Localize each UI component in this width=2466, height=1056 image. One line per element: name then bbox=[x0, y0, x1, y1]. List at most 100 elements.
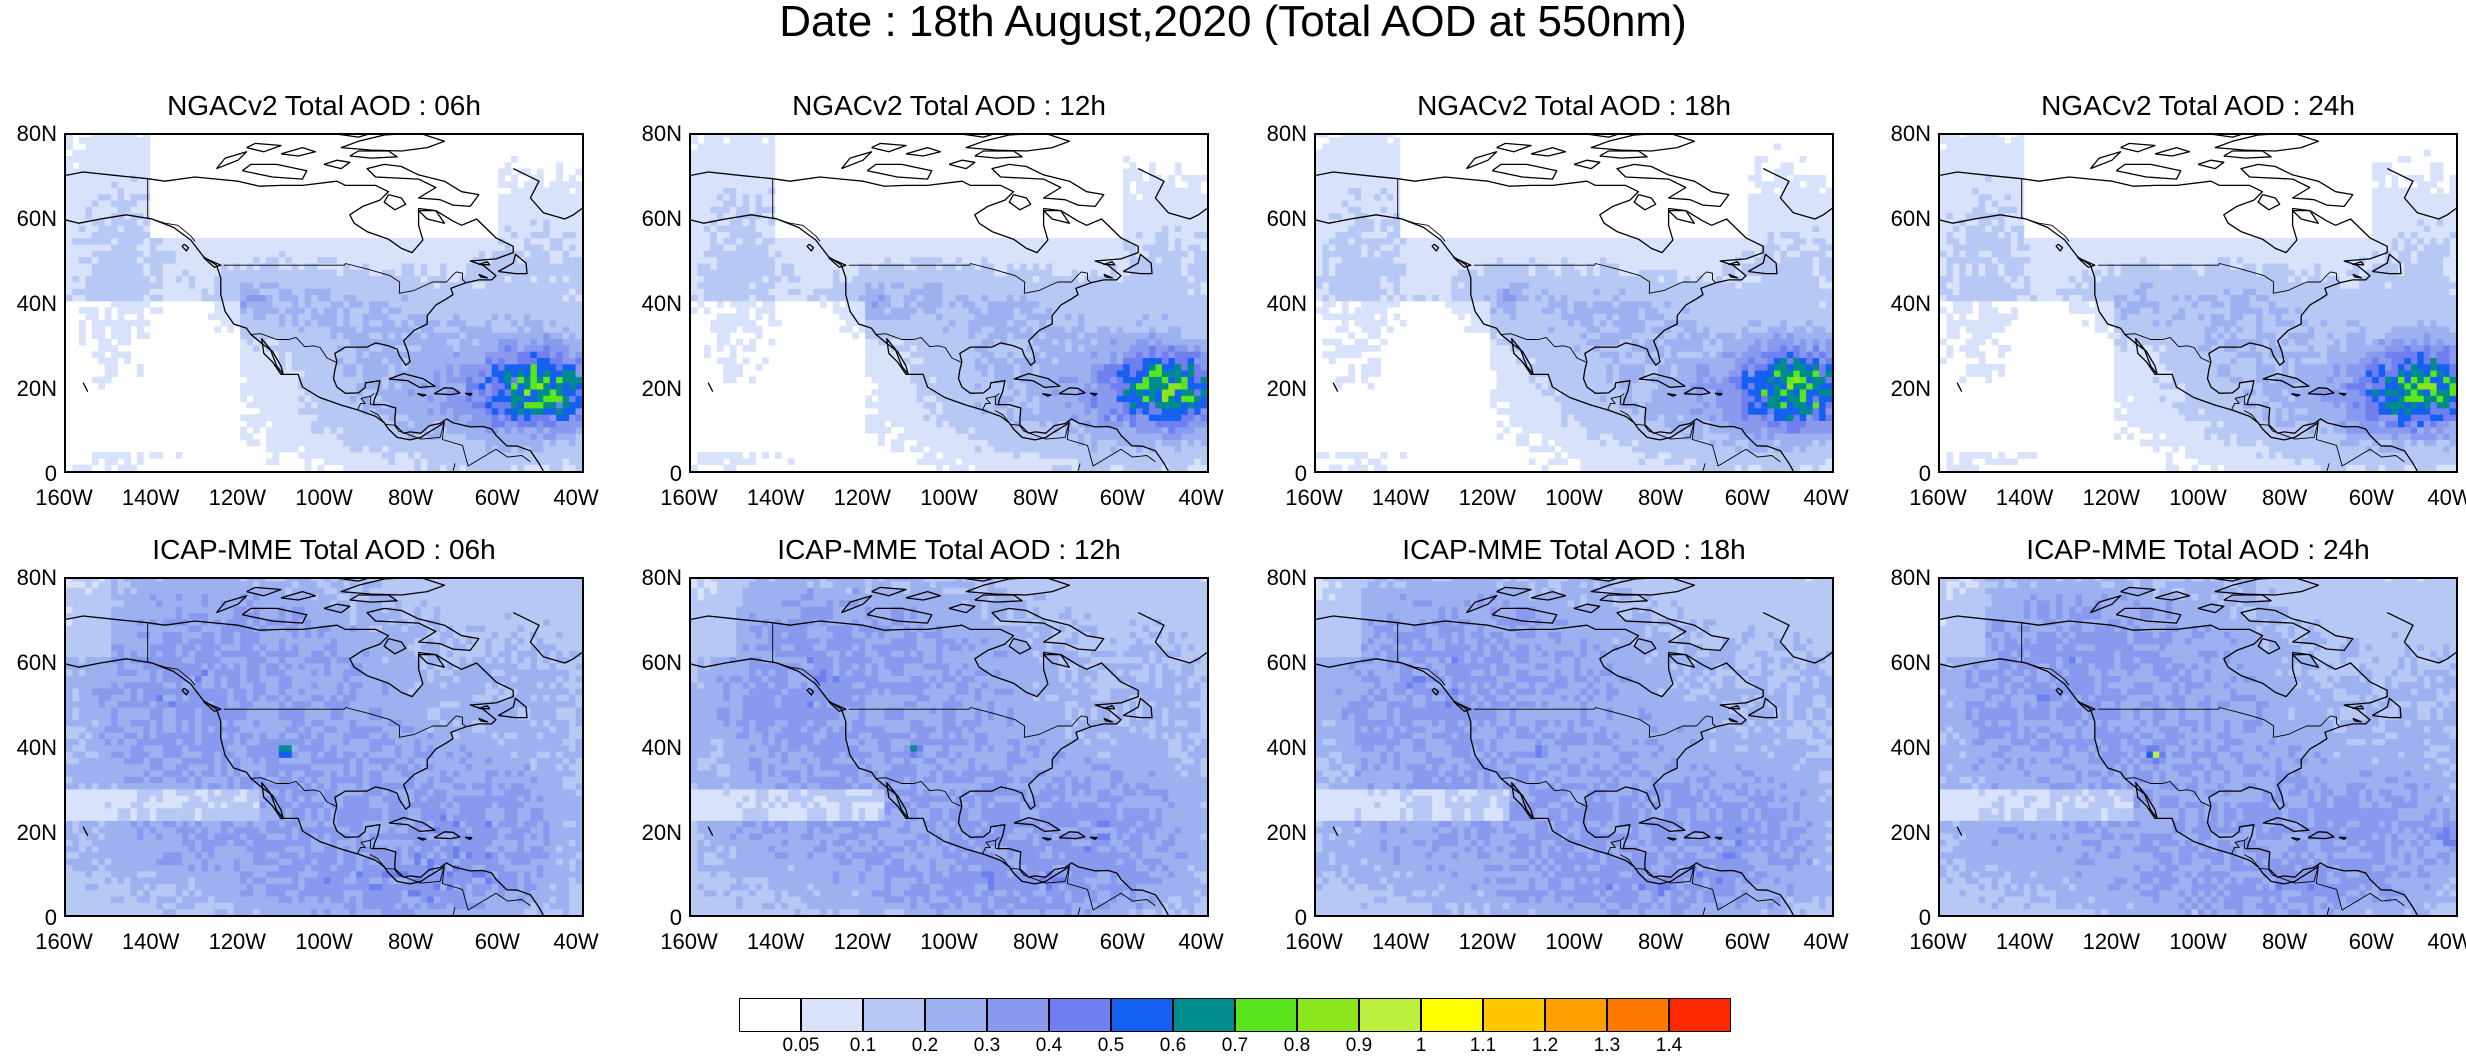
y-tick-label: 80N bbox=[1875, 567, 1931, 589]
x-tick-label: 100W bbox=[2158, 931, 2238, 953]
y-tick-label: 0 bbox=[1251, 463, 1307, 485]
y-tick-label: 40N bbox=[626, 293, 682, 315]
x-tick-label: 140W bbox=[1361, 487, 1441, 509]
colorbar-label: 0.7 bbox=[1205, 1036, 1265, 1055]
x-tick-label: 60W bbox=[1082, 487, 1162, 509]
y-tick-label: 40N bbox=[1, 737, 57, 759]
aod-grid-cells bbox=[1940, 579, 2456, 915]
x-tick-label: 80W bbox=[371, 931, 451, 953]
x-tick-label: 120W bbox=[2071, 487, 2151, 509]
x-tick-label: 60W bbox=[457, 931, 537, 953]
colorbar-swatch bbox=[863, 998, 925, 1032]
y-tick-label: 80N bbox=[626, 567, 682, 589]
colorbar-swatch bbox=[1235, 998, 1297, 1032]
aod-field bbox=[691, 579, 1207, 915]
x-tick-label: 140W bbox=[111, 487, 191, 509]
x-tick-label: 40W bbox=[2410, 931, 2466, 953]
colorbar-label: 1.2 bbox=[1515, 1036, 1575, 1055]
country-borders bbox=[1397, 622, 1781, 915]
aod-map-ngac-12h bbox=[689, 133, 1209, 473]
country-borders bbox=[772, 178, 1156, 471]
y-tick-label: 20N bbox=[626, 822, 682, 844]
panel-title: NGACv2 Total AOD : 24h bbox=[1938, 92, 2458, 120]
y-tick-label: 20N bbox=[1875, 822, 1931, 844]
country-borders bbox=[772, 622, 1156, 915]
panel-title: ICAP-MME Total AOD : 06h bbox=[64, 536, 584, 564]
x-tick-label: 120W bbox=[1447, 931, 1527, 953]
y-tick-label: 80N bbox=[1251, 123, 1307, 145]
aod-grid-cells bbox=[691, 135, 1207, 471]
colorbar-swatch bbox=[987, 998, 1049, 1032]
y-tick-label: 40N bbox=[1251, 293, 1307, 315]
y-tick-label: 80N bbox=[1, 123, 57, 145]
x-tick-label: 80W bbox=[371, 487, 451, 509]
colorbar-swatch bbox=[1607, 998, 1669, 1032]
colorbar-swatch bbox=[1049, 998, 1111, 1032]
figure-title: Date : 18th August,2020 (Total AOD at 55… bbox=[0, 0, 2466, 44]
x-tick-label: 160W bbox=[24, 931, 104, 953]
colorbar-label: 0.6 bbox=[1143, 1036, 1203, 1055]
aod-grid-cells bbox=[1316, 579, 1832, 915]
x-tick-label: 80W bbox=[2245, 487, 2325, 509]
colorbar-label: 0.4 bbox=[1019, 1036, 1079, 1055]
x-tick-label: 80W bbox=[1621, 487, 1701, 509]
x-tick-label: 80W bbox=[1621, 931, 1701, 953]
x-tick-label: 80W bbox=[996, 487, 1076, 509]
panel-title: NGACv2 Total AOD : 12h bbox=[689, 92, 1209, 120]
colorbar-label: 0.2 bbox=[895, 1036, 955, 1055]
y-tick-label: 60N bbox=[1251, 652, 1307, 674]
x-tick-label: 120W bbox=[822, 931, 902, 953]
colorbar-swatch bbox=[1669, 998, 1731, 1032]
colorbar-label: 1 bbox=[1391, 1036, 1451, 1055]
country-borders bbox=[1397, 178, 1781, 471]
colorbar-swatch bbox=[1545, 998, 1607, 1032]
aod-grid-cells bbox=[1940, 135, 2456, 471]
aod-map-icap-18h bbox=[1314, 577, 1834, 917]
colorbar-label: 0.9 bbox=[1329, 1036, 1389, 1055]
x-tick-label: 100W bbox=[1534, 487, 1614, 509]
x-tick-label: 40W bbox=[1786, 487, 1866, 509]
x-tick-label: 120W bbox=[822, 487, 902, 509]
aod-field bbox=[691, 135, 1207, 471]
x-tick-label: 80W bbox=[996, 931, 1076, 953]
colorbar-label: 0.05 bbox=[771, 1036, 831, 1055]
x-tick-label: 120W bbox=[2071, 931, 2151, 953]
x-tick-label: 60W bbox=[2331, 487, 2411, 509]
x-tick-label: 140W bbox=[111, 931, 191, 953]
y-tick-label: 40N bbox=[1875, 737, 1931, 759]
aod-field bbox=[66, 135, 582, 471]
panel-title: NGACv2 Total AOD : 18h bbox=[1314, 92, 1834, 120]
y-tick-label: 0 bbox=[626, 907, 682, 929]
colorbar-swatch bbox=[801, 998, 863, 1032]
y-tick-label: 60N bbox=[1, 208, 57, 230]
y-tick-label: 20N bbox=[626, 378, 682, 400]
y-tick-label: 60N bbox=[1, 652, 57, 674]
aod-field bbox=[1940, 135, 2456, 471]
colorbar-label: 1.4 bbox=[1639, 1036, 1699, 1055]
y-tick-label: 20N bbox=[1, 822, 57, 844]
x-tick-label: 60W bbox=[457, 487, 537, 509]
country-borders bbox=[2021, 178, 2405, 471]
coastline bbox=[1940, 135, 2456, 471]
x-tick-label: 40W bbox=[1161, 487, 1241, 509]
colorbar-swatch bbox=[1173, 998, 1235, 1032]
x-tick-label: 40W bbox=[1161, 931, 1241, 953]
y-tick-label: 80N bbox=[1, 567, 57, 589]
colorbar-label: 1.3 bbox=[1577, 1036, 1637, 1055]
y-tick-label: 60N bbox=[626, 652, 682, 674]
x-tick-label: 100W bbox=[1534, 931, 1614, 953]
x-tick-label: 80W bbox=[2245, 931, 2325, 953]
x-tick-label: 160W bbox=[1274, 931, 1354, 953]
colorbar-swatch bbox=[1297, 998, 1359, 1032]
colorbar-label: 0.5 bbox=[1081, 1036, 1141, 1055]
x-tick-label: 160W bbox=[649, 931, 729, 953]
aod-map-ngac-18h bbox=[1314, 133, 1834, 473]
x-tick-label: 60W bbox=[1707, 487, 1787, 509]
colorbar-swatch bbox=[739, 998, 801, 1032]
y-tick-label: 60N bbox=[1251, 208, 1307, 230]
aod-grid-cells bbox=[691, 579, 1207, 915]
x-tick-label: 60W bbox=[1707, 931, 1787, 953]
aod-map-icap-06h bbox=[64, 577, 584, 917]
aod-map-icap-12h bbox=[689, 577, 1209, 917]
aod-field bbox=[66, 579, 582, 915]
